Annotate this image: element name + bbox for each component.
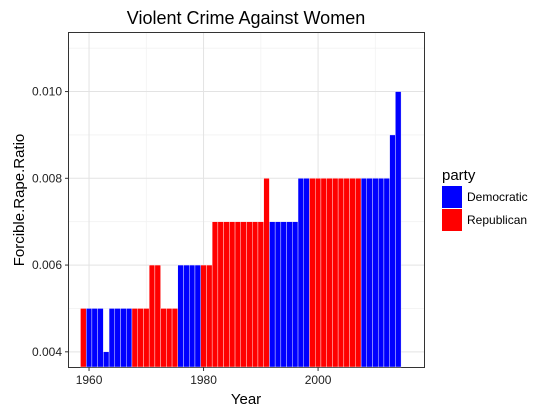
y-axis-title: Forcible.Rape.Ratio [11,134,28,267]
bar-democratic-1966 [120,308,127,368]
y-tick-label: 0.006 [32,258,62,272]
legend-title: party [442,167,476,184]
y-axis: 0.004 0.006 0.008 0.010 [32,85,69,359]
bar-republican-1973 [160,308,167,368]
bar-republican-1980 [200,264,207,368]
bar-democratic-1993 [274,221,282,368]
bar-republican-1984 [223,221,230,368]
bar-democratic-1992 [269,221,276,368]
bar-democratic-1994 [280,221,287,368]
bar-democratic-2013 [389,134,396,368]
bar-republican-2002 [326,178,333,368]
bar-republican-2003 [332,178,339,368]
bar-democratic-1997 [297,178,304,368]
bar-republican-1987 [240,221,247,368]
bar-republican-1959 [80,308,87,368]
bar-democratic-1977 [183,264,190,368]
x-tick-label: 2000 [305,373,332,387]
bar-republican-1985 [229,221,236,368]
bar-republican-1982 [211,221,219,368]
bars [80,91,402,368]
bar-democratic-1962 [97,308,104,368]
bar-democratic-1978 [189,264,196,368]
bar-republican-1989 [252,221,259,368]
x-axis: 1960 1980 2000 [76,367,332,387]
bar-republican-1968 [131,308,138,368]
bar-democratic-2008 [360,178,367,368]
bar-republican-1988 [246,221,253,368]
bar-republican-2000 [315,178,322,368]
legend-label-democratic: Democratic [467,190,528,204]
y-tick-label: 0.004 [32,345,62,359]
bar-republican-1981 [206,264,213,368]
chart-title: Violent Crime Against Women [127,8,365,28]
bar-democratic-2010 [372,178,379,368]
bar-republican-1986 [234,221,241,368]
bar-republican-2007 [355,178,362,368]
bar-democratic-2011 [377,178,385,368]
bar-republican-1999 [309,178,316,368]
bar-democratic-1967 [126,308,133,368]
bar-democratic-2014 [395,91,402,368]
bar-republican-1972 [154,264,161,368]
legend-swatch-republican [442,209,462,231]
bar-democratic-1995 [286,221,293,368]
y-tick-label: 0.010 [32,85,62,99]
bar-republican-2004 [337,178,345,368]
bar-republican-1974 [166,308,173,368]
bar-democratic-1960 [85,308,93,368]
legend: party Democratic Republican [442,167,528,231]
bar-democratic-1965 [114,308,121,368]
bar-republican-1991 [263,178,270,368]
x-tick-label: 1960 [76,373,103,387]
bar-republican-1970 [143,308,150,368]
legend-swatch-democratic [442,186,462,208]
bar-democratic-1961 [91,308,98,368]
bar-democratic-1963 [103,351,110,368]
legend-label-republican: Republican [467,213,527,227]
x-axis-title: Year [231,391,261,408]
bar-democratic-2012 [383,178,390,368]
bar-republican-2001 [320,178,327,368]
bar-democratic-1996 [292,221,299,368]
bar-democratic-1998 [303,178,310,368]
bar-democratic-1964 [108,308,116,368]
bar-republican-2005 [343,178,350,368]
bar-democratic-1979 [194,264,201,368]
bar-republican-1971 [148,264,156,368]
bar-democratic-2009 [366,178,373,368]
bar-republican-1969 [137,308,144,368]
bar-republican-1983 [217,221,224,368]
bar-republican-1990 [257,221,264,368]
x-tick-label: 1980 [190,373,217,387]
bar-republican-2006 [349,178,356,368]
bar-republican-1975 [171,308,178,368]
bar-democratic-1976 [177,264,184,368]
y-tick-label: 0.008 [32,171,62,185]
